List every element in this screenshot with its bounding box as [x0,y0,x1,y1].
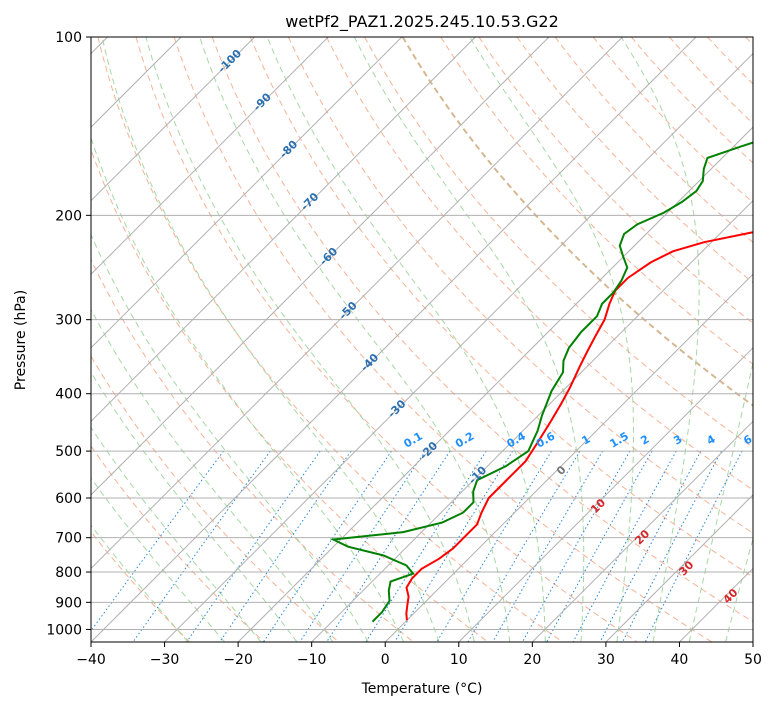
y-tick-label: 400 [55,387,82,403]
mixing-ratio-line [644,450,743,642]
mixing-ratio-line [299,450,426,642]
moist-adiabat-line [266,37,546,642]
moist-adiabat-line [620,37,700,642]
mixing-ratio-line [91,450,224,632]
profile-series [329,141,753,623]
x-tick-label: 10 [450,652,468,668]
plot-area [91,37,753,642]
dry-adiabat-line [97,37,563,642]
dry-adiabat-line [173,37,713,642]
y-axis: 100 200 300 400 500 600 700 800 900 1000 [46,30,91,638]
isotherm-line [91,37,256,202]
x-tick-label: 20 [523,652,541,668]
moist-adiabat-line [91,136,405,642]
chart-title: wetPf2_PAZ1.2025.245.10.53.G22 [285,12,559,32]
y-axis-title: Pressure (hPa) [13,290,29,390]
dry-adiabat-line [287,37,753,534]
y-tick-label: 100 [55,30,82,46]
mixing-ratio-line [263,450,392,642]
x-tick-label: 0 [381,652,390,668]
pressure-gridlines [91,37,753,630]
mixing-ratio-line [186,450,321,642]
isotherm-line [91,37,403,349]
x-axis-title: Temperature (°C) [361,681,483,697]
dry-adiabat-line [91,445,265,642]
x-tick-label: −40 [76,652,106,668]
moist-adiabat-line [91,524,189,642]
isotherm-line [91,37,329,275]
dry-adiabat-highlight [401,37,753,407]
isotherm-line [91,37,623,570]
dry-adiabat-line [440,37,753,365]
mixing-ratio-line [219,450,352,642]
isotherm-line [311,199,753,642]
moist-adiabat-line [199,37,511,642]
dry-adiabat-line [554,37,753,244]
mixing-ratio-label: 6 [741,432,754,447]
dry-adiabat-line [91,148,489,642]
moist-adiabat-line [91,233,369,642]
x-axis: −40 −30 −20 −10 0 10 20 30 40 50 [76,642,762,668]
isotherm-line [164,52,753,642]
dewpoint-line [329,141,753,623]
moist-adiabat-line [91,371,298,642]
x-tick-label: −10 [297,652,327,668]
x-tick-label: 50 [744,652,762,668]
moist-adiabat-line [725,536,753,642]
mixing-ratio-line [522,450,631,642]
y-tick-label: 800 [55,565,82,581]
isotherm-line [458,347,753,642]
y-tick-label: 300 [55,313,82,329]
mixing-ratio-line [622,450,722,642]
isotherm-line [384,273,753,642]
background-lines [91,37,753,642]
x-tick-label: 40 [671,652,689,668]
moist-adiabat-line [91,477,226,642]
plot-frame [90,36,754,643]
mixing-ratio-line [572,450,677,642]
isotherm-line [605,494,753,642]
moist-adiabat-line [101,37,440,642]
moist-adiabat-line [91,308,334,642]
moist-adiabat-line [91,426,262,642]
dry-adiabat-line [592,37,753,204]
dry-adiabat-line [249,37,753,578]
mixing-ratio-line [599,450,702,642]
x-tick-label: 30 [597,652,615,668]
isotherm-line [91,37,476,423]
y-tick-label: 700 [55,531,82,547]
moist-adiabat-line [688,360,753,642]
x-tick-label: −20 [223,652,253,668]
y-tick-label: 1000 [46,622,82,638]
moist-adiabat-line [353,37,585,642]
y-tick-label: 900 [55,595,82,611]
dry-adiabat-line [211,37,753,623]
mixing-ratio-line [492,450,604,642]
dry-adiabat-line [135,37,638,642]
dry-adiabat-line [326,37,753,491]
isotherm-line [531,420,753,642]
dry-adiabat-line [91,355,340,642]
moist-adiabat-line [145,37,475,642]
isotherm-line [91,37,550,496]
isotherm-line [91,37,697,642]
temperature-line [405,231,753,621]
mixing-ratio-line [546,450,653,642]
y-tick-label: 500 [55,444,82,460]
y-tick-label: 600 [55,491,82,507]
x-tick-label: −30 [150,652,180,668]
y-tick-label: 200 [55,208,82,224]
